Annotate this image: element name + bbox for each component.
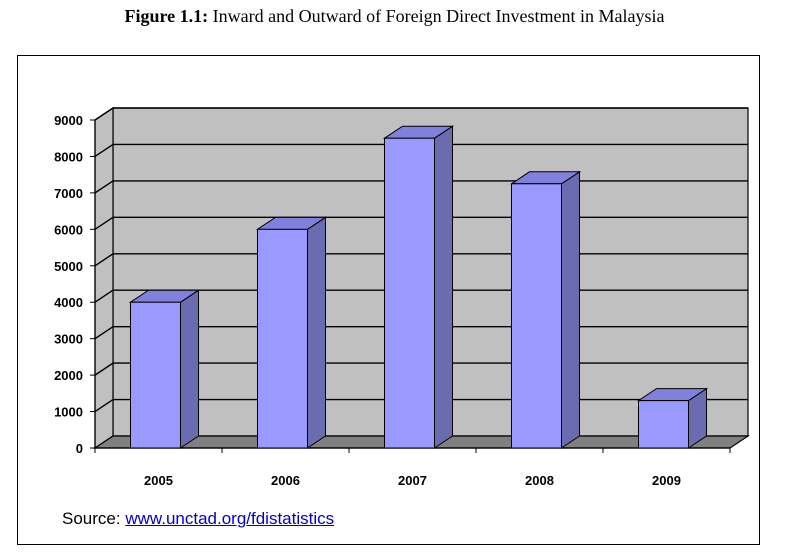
source-prefix: Source: — [62, 509, 121, 528]
bar-2008 — [511, 183, 562, 449]
bar-2007 — [384, 137, 435, 449]
bar-side — [561, 170, 580, 449]
y-tick-label: 1000 — [54, 405, 83, 420]
x-tick-label: 2009 — [652, 473, 681, 488]
x-tick-label: 2008 — [525, 473, 554, 488]
y-tick-label: 2000 — [54, 368, 83, 383]
figure-title: Inward and Outward of Foreign Direct Inv… — [212, 6, 665, 26]
bar-2005 — [130, 301, 181, 449]
y-tick-label: 8000 — [54, 149, 83, 164]
bar-side — [307, 216, 326, 449]
bar-2009 — [638, 400, 689, 449]
bar-side — [434, 125, 453, 449]
figure-caption: Figure 1.1: Inward and Outward of Foreig… — [0, 6, 789, 27]
y-tick-label: 6000 — [54, 222, 83, 237]
x-tick-label: 2005 — [144, 473, 173, 488]
x-tick-label: 2006 — [271, 473, 300, 488]
y-tick-label: 0 — [76, 441, 83, 456]
y-tick-label: 3000 — [54, 332, 83, 347]
y-tick-label: 9000 — [54, 113, 83, 128]
source-line: Source: www.unctad.org/fdistatistics — [62, 509, 334, 529]
source-link[interactable]: www.unctad.org/fdistatistics — [125, 509, 335, 528]
y-tick-label: 7000 — [54, 186, 83, 201]
x-tick-label: 2007 — [398, 473, 427, 488]
gridline — [94, 143, 748, 158]
side-wall — [94, 106, 114, 450]
y-tick-label: 5000 — [54, 259, 83, 274]
bar-side — [180, 289, 199, 449]
y-tick-label: 4000 — [54, 295, 83, 310]
gridline — [94, 107, 748, 121]
bar-2006 — [257, 228, 308, 449]
figure-label: Figure 1.1: — [124, 6, 209, 26]
